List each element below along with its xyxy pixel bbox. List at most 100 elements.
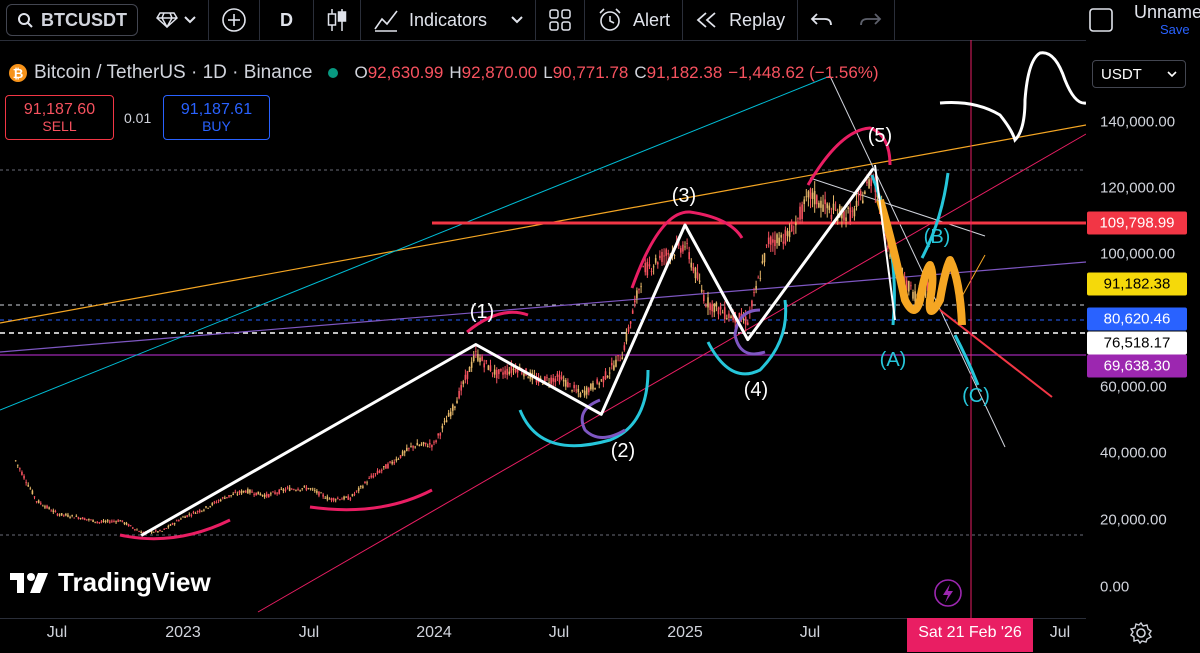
price-tick: 40,000.00	[1100, 444, 1167, 462]
candle-body	[117, 520, 119, 522]
sell-price: 91,187.60	[23, 101, 96, 118]
templates-button[interactable]	[536, 0, 586, 40]
elliott-wave-line-a	[874, 164, 896, 321]
sell-button[interactable]: 91,187.60 SELL	[5, 95, 114, 140]
time-axis[interactable]	[0, 618, 1086, 653]
candle-body	[403, 451, 406, 453]
candle-body	[21, 471, 23, 475]
candle-body	[391, 461, 393, 464]
grid-icon	[549, 9, 571, 31]
candle-body	[617, 355, 619, 357]
symbol-search-button[interactable]: BTCUSDT	[6, 4, 138, 36]
candle-body	[445, 420, 448, 423]
candle-body	[548, 382, 550, 384]
wave-label-b: (B)	[924, 226, 951, 248]
candle-body	[738, 312, 741, 321]
candle-body	[523, 373, 525, 377]
indicators-button[interactable]: Indicators	[361, 0, 537, 40]
candle-body	[211, 503, 214, 505]
candle-body	[339, 499, 341, 501]
candle-body	[186, 515, 188, 517]
candle-body	[797, 217, 799, 219]
candle-body	[299, 489, 301, 491]
time-tick: 2025	[667, 624, 703, 641]
candle-body	[280, 488, 283, 490]
compare-button[interactable]	[209, 0, 260, 40]
candle-body	[372, 475, 375, 478]
candle-body	[527, 377, 529, 379]
price-series	[14, 171, 935, 535]
candle-body	[180, 518, 182, 520]
chart-settings-button[interactable]	[1128, 620, 1154, 651]
candle-body	[606, 375, 609, 378]
favorites-dropdown[interactable]	[144, 0, 209, 40]
orange-scribble-annotation	[876, 198, 966, 326]
candle-body	[270, 493, 272, 495]
candle-body	[824, 199, 826, 205]
candle-body	[550, 377, 552, 384]
time-tick: Jul	[298, 624, 320, 641]
candle-body	[627, 326, 630, 332]
candle-body	[870, 178, 872, 187]
candle-body	[508, 371, 511, 374]
candle-body	[374, 473, 377, 475]
buy-button[interactable]: 91,187.61 BUY	[163, 95, 270, 140]
candle-body	[654, 258, 657, 263]
candle-body	[661, 251, 663, 262]
chart-type-button[interactable]	[314, 0, 361, 40]
layout-name: Unname	[1134, 2, 1200, 22]
candle-body	[790, 224, 793, 232]
candle-body	[828, 205, 831, 210]
candle-body	[221, 497, 224, 499]
candle-body	[437, 433, 439, 436]
tradingview-logo[interactable]: TradingView	[10, 567, 211, 598]
candle-body	[493, 369, 496, 375]
candle-body	[684, 246, 686, 248]
candle-body	[640, 286, 642, 288]
alert-button[interactable]: Alert	[585, 0, 684, 40]
candle-body	[355, 490, 358, 492]
candle-body	[726, 318, 728, 320]
candle-body	[636, 290, 638, 299]
candle-body	[161, 531, 163, 532]
redo-button[interactable]	[846, 0, 896, 40]
candle-body	[380, 469, 383, 471]
candle-body	[58, 514, 61, 516]
candle-body	[908, 281, 910, 292]
wave-label-4: (4)	[744, 379, 768, 401]
candle-body	[272, 491, 274, 493]
save-link[interactable]: Save	[1160, 22, 1190, 37]
candle-body	[780, 234, 783, 238]
candle-body	[864, 191, 866, 195]
candle-body	[705, 305, 707, 307]
layout-checkbox[interactable]	[1088, 7, 1114, 38]
lightning-icon[interactable]	[934, 579, 962, 607]
time-tick: Jul	[46, 624, 68, 641]
undo-button[interactable]	[798, 0, 846, 40]
candle-body	[769, 236, 772, 245]
layout-name-block[interactable]: Unname Save	[1134, 3, 1200, 39]
candle-body	[127, 524, 130, 527]
candle-body	[83, 518, 86, 521]
ohlc-low: L90,771.78	[543, 63, 629, 82]
candle-body	[452, 404, 454, 411]
replay-button[interactable]: Replay	[683, 0, 799, 40]
candle-body	[613, 365, 615, 370]
candle-body	[502, 372, 504, 375]
candle-body	[397, 458, 400, 460]
candle-body	[104, 521, 107, 522]
sell-label: SELL	[42, 118, 77, 134]
candle-body	[498, 369, 500, 375]
candle-body	[376, 470, 379, 474]
candle-body	[615, 359, 617, 367]
red-arc-annotation	[119, 518, 231, 541]
candle-body	[52, 510, 55, 513]
candle-body	[753, 292, 755, 293]
candle-body	[169, 524, 172, 526]
tradingview-wordmark: TradingView	[58, 567, 211, 597]
symbol-legend: ₿ Bitcoin / TetherUS · 1D · Binance O92,…	[0, 58, 879, 88]
candle-body	[602, 376, 605, 383]
interval-button[interactable]: D	[260, 0, 314, 40]
currency-select[interactable]: USDT	[1092, 60, 1186, 88]
